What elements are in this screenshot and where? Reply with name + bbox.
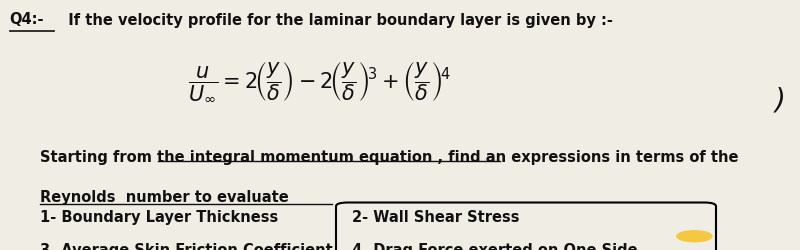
Text: If the velocity profile for the laminar boundary layer is given by :-: If the velocity profile for the laminar … (58, 12, 613, 28)
Text: $\dfrac{u}{U_{\infty}} = 2\!\left(\dfrac{y}{\delta}\right)- 2\!\left(\dfrac{y}{\: $\dfrac{u}{U_{\infty}} = 2\!\left(\dfrac… (189, 60, 451, 103)
Text: Starting from the integral momentum equation , find an expressions in terms of t: Starting from the integral momentum equa… (40, 150, 738, 165)
Text: 3- Average Skin Friction Coefficient: 3- Average Skin Friction Coefficient (40, 242, 333, 250)
Text: 1- Boundary Layer Thickness: 1- Boundary Layer Thickness (40, 210, 278, 225)
Text: Q4:-: Q4:- (10, 12, 44, 28)
Text: Reynolds  number to evaluate: Reynolds number to evaluate (40, 190, 289, 205)
Text: 4- Drag Force exerted on One Side: 4- Drag Force exerted on One Side (352, 242, 638, 250)
Circle shape (677, 231, 712, 242)
FancyBboxPatch shape (336, 202, 716, 250)
Text: 2- Wall Shear Stress: 2- Wall Shear Stress (352, 210, 519, 225)
Text: ): ) (774, 86, 786, 114)
